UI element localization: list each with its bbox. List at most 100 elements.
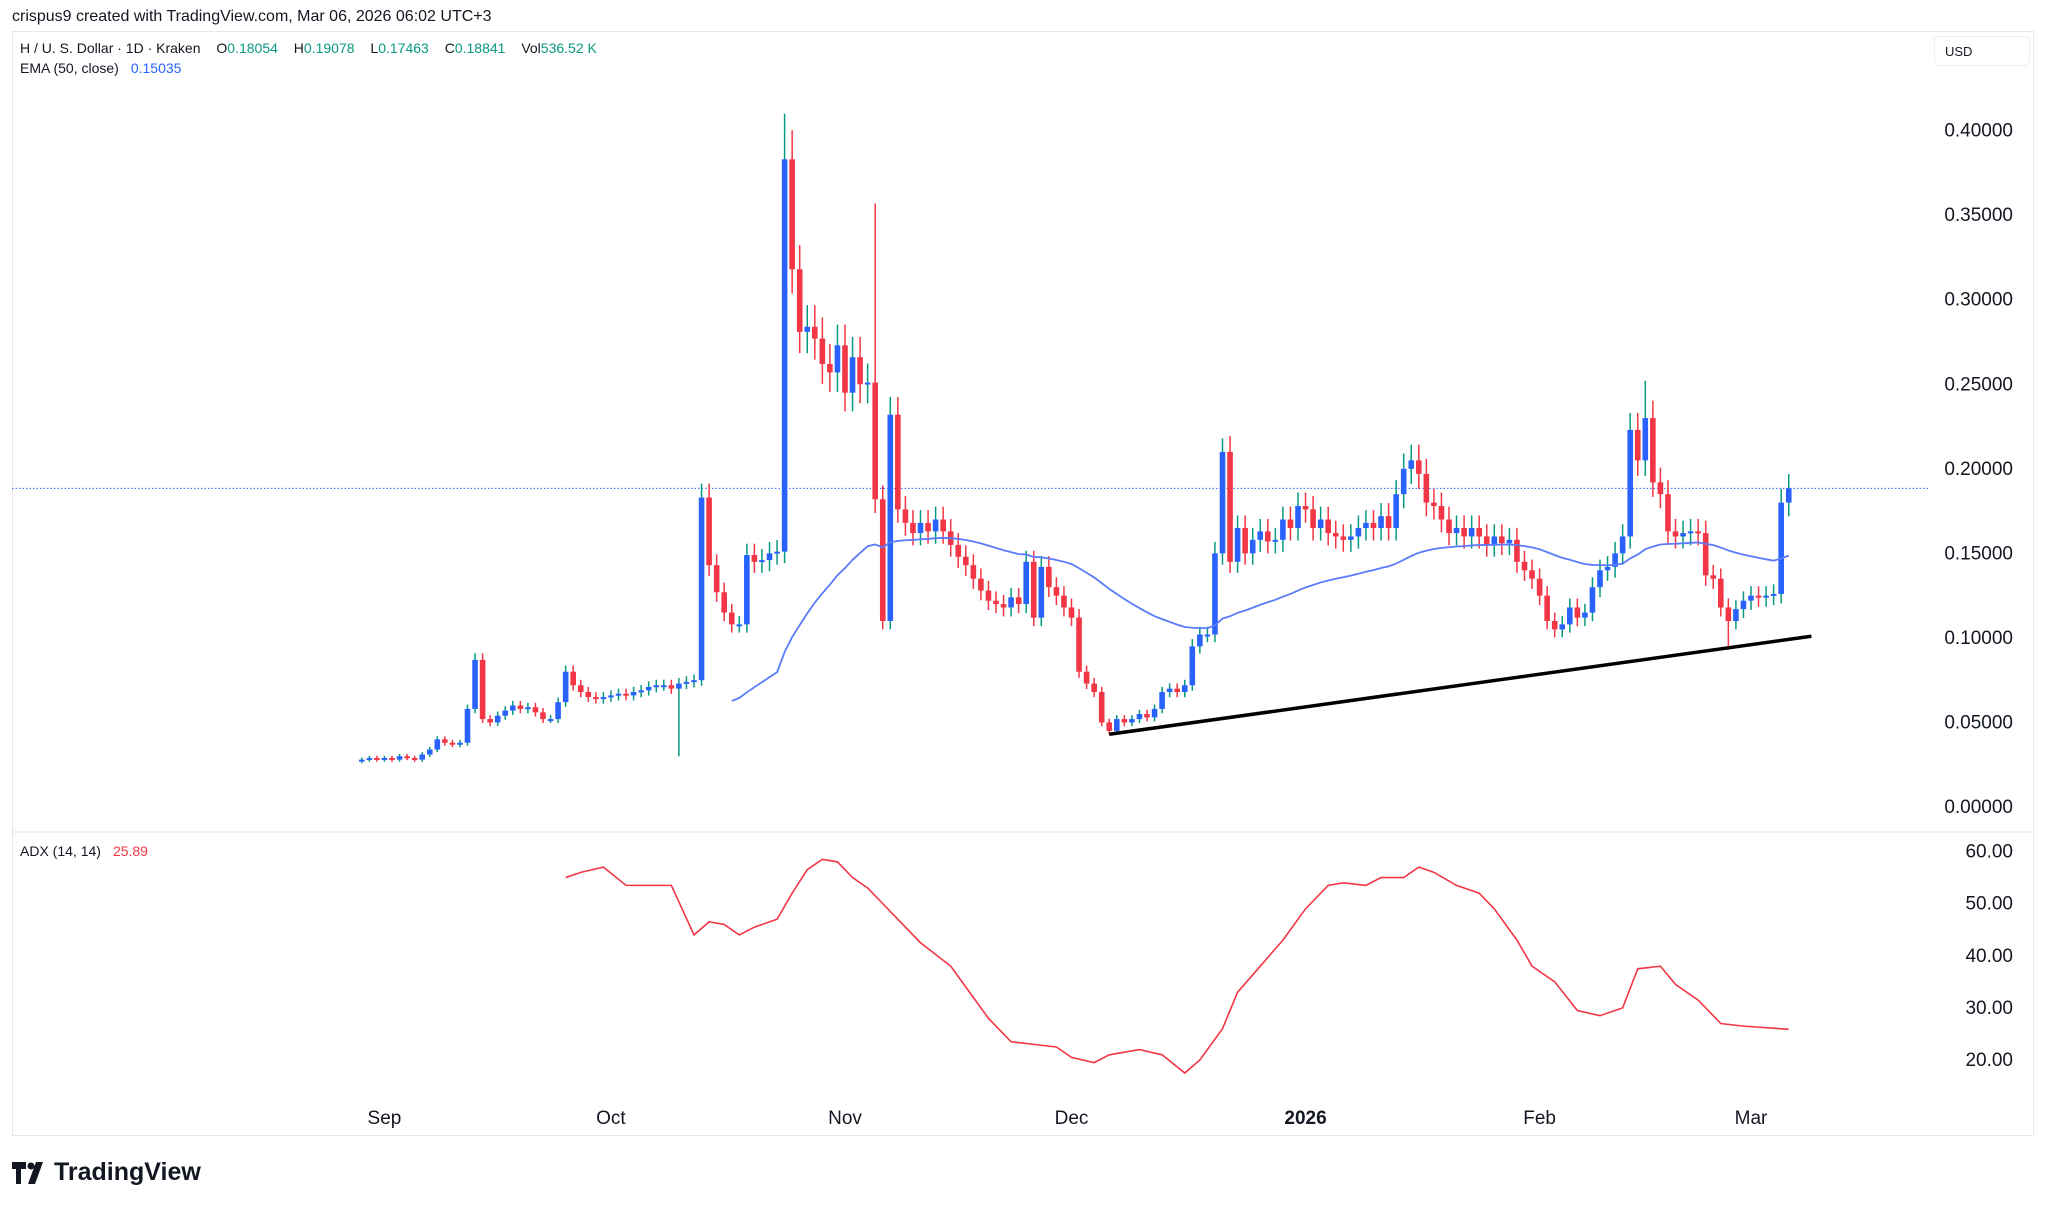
candle-body <box>1287 519 1294 528</box>
candle-body <box>1091 683 1097 693</box>
candle-body <box>615 693 622 696</box>
candle-body <box>1695 531 1701 534</box>
candle-body <box>442 739 448 743</box>
candle-body <box>1136 713 1143 720</box>
candle-body <box>1446 519 1452 534</box>
candle-body <box>1061 595 1067 608</box>
chart-frame <box>12 31 2034 1136</box>
candle-body <box>940 519 946 532</box>
candle-body <box>1249 539 1256 554</box>
candle-body <box>1038 566 1045 618</box>
candle-body <box>1431 502 1437 507</box>
candle-body <box>1076 617 1082 672</box>
candle-body <box>1710 575 1717 579</box>
candle-body <box>676 683 682 689</box>
candle-body <box>1718 578 1724 608</box>
high-label: H <box>293 40 304 56</box>
candle-body <box>1770 593 1777 596</box>
adx-legend[interactable]: ADX (14, 14) 25.89 <box>20 843 148 859</box>
candle-body <box>502 710 509 716</box>
candle-body <box>1370 522 1377 528</box>
candle-body <box>1604 566 1611 571</box>
candle-body <box>857 357 863 385</box>
tradingview-logo-icon <box>12 1161 43 1184</box>
volume-value: 536.52 K <box>540 40 597 56</box>
currency-button[interactable]: USD <box>1934 36 2030 66</box>
close-label: C <box>444 40 455 56</box>
candle-body <box>532 707 539 713</box>
candle-body <box>1763 595 1769 598</box>
candle-body <box>1544 595 1550 621</box>
candle-body <box>1476 527 1482 537</box>
candle-body <box>1355 527 1362 537</box>
candle-body <box>1461 527 1467 537</box>
price-tick-label: 0.35000 <box>1944 205 2013 226</box>
price-tick-label: 0.00000 <box>1944 797 2013 818</box>
candle-body <box>623 693 629 696</box>
candle-body <box>555 702 561 720</box>
candle-body <box>744 555 750 625</box>
candle-body <box>1680 533 1686 537</box>
candle-body <box>932 519 939 532</box>
price-tick-label: 0.15000 <box>1944 543 2013 564</box>
candle-body <box>645 686 652 691</box>
candle-body <box>1015 597 1022 605</box>
candle-body <box>1702 533 1709 576</box>
candle-body <box>374 757 380 760</box>
price-tick-label: 0.05000 <box>1944 712 2013 733</box>
candle-body <box>902 509 909 523</box>
candle-body <box>487 719 493 723</box>
candle-body <box>1665 494 1671 532</box>
adx-line <box>565 858 1789 1075</box>
candle-body <box>759 560 765 563</box>
candle-body <box>1521 561 1528 571</box>
ema-legend[interactable]: EMA (50, close) 0.15035 <box>20 60 181 76</box>
candle-body <box>1597 570 1603 588</box>
candle-body <box>1725 607 1732 621</box>
candle-body <box>789 159 795 270</box>
candle-body <box>464 708 471 743</box>
tradingview-logo[interactable]: TradingView <box>12 1158 201 1187</box>
symbol-legend: H / U. S. Dollar · 1D · Kraken O0.18054 … <box>20 40 597 56</box>
candle-body <box>479 659 486 720</box>
open-label: O <box>216 40 228 56</box>
time-tick-label: 2026 <box>1284 1108 1326 1129</box>
candle-body <box>925 522 931 532</box>
candle-body <box>864 382 871 385</box>
candle-body <box>472 659 478 709</box>
candle-body <box>1627 429 1633 537</box>
candle-body <box>1733 609 1739 621</box>
candle-body <box>766 553 773 561</box>
symbol-name[interactable]: H / U. S. Dollar · 1D · Kraken <box>20 40 201 56</box>
candle-body <box>359 759 365 762</box>
volume-label: Vol <box>521 40 541 56</box>
candle-body <box>819 338 826 364</box>
candle-body <box>1030 561 1037 618</box>
candle-body <box>736 624 743 627</box>
candle-body <box>781 159 788 552</box>
candle-body <box>1385 516 1392 528</box>
candle-body <box>411 757 418 760</box>
candle-body <box>1506 539 1513 544</box>
adx-value: 25.89 <box>112 843 148 859</box>
candle-body <box>1400 468 1407 495</box>
candle-body <box>1280 519 1286 540</box>
candle-body <box>1393 494 1399 528</box>
candle-body <box>494 715 501 723</box>
candle-body <box>1325 519 1331 534</box>
time-tick-label: Oct <box>596 1108 626 1129</box>
candle-body <box>608 695 614 698</box>
candle-body <box>698 497 705 681</box>
candle-body <box>812 326 818 339</box>
candle-body <box>510 705 516 711</box>
close-value: 0.18841 <box>454 40 506 56</box>
candle-body <box>895 414 901 510</box>
candle-body <box>1551 620 1558 630</box>
price-tick-label: 0.20000 <box>1944 459 2013 480</box>
candle-body <box>1242 527 1248 554</box>
candle-body <box>1778 502 1784 594</box>
low-label: L <box>370 40 379 56</box>
candle-body <box>1416 460 1422 474</box>
candle-body <box>1166 688 1173 693</box>
